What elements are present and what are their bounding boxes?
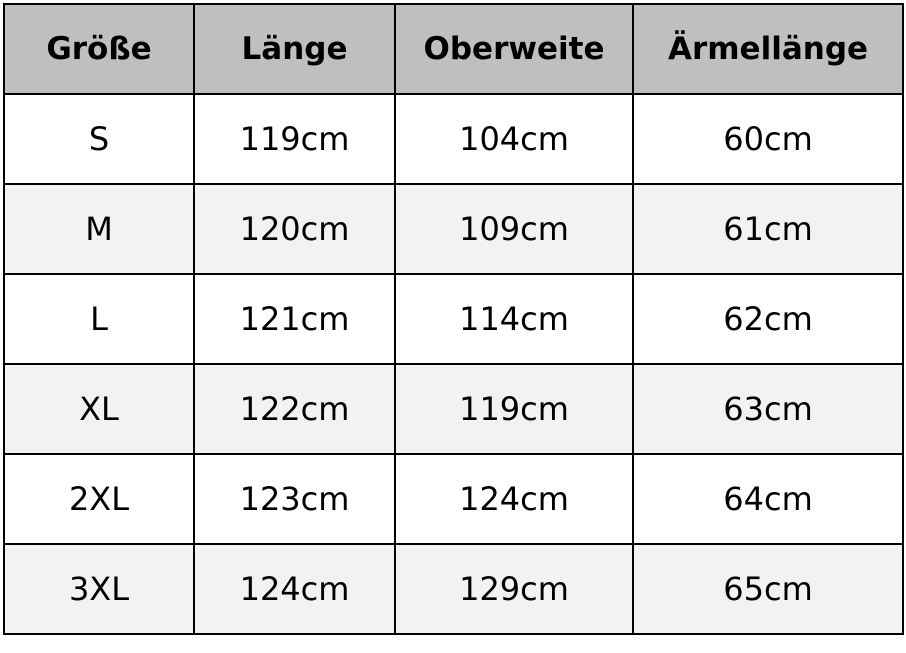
cell-chest: 119cm: [394, 363, 634, 455]
cell-chest: 114cm: [394, 273, 634, 365]
cell-sleeve-length: 63cm: [632, 363, 904, 455]
cell-sleeve-length: 64cm: [632, 453, 904, 545]
header-length: Länge: [193, 3, 396, 95]
cell-length: 123cm: [193, 453, 396, 545]
cell-length: 122cm: [193, 363, 396, 455]
cell-size: S: [3, 93, 195, 185]
cell-length: 124cm: [193, 543, 396, 635]
header-row: Größe Länge Oberweite Ärmellänge: [3, 3, 904, 95]
cell-size: XL: [3, 363, 195, 455]
cell-size: L: [3, 273, 195, 365]
size-chart-table: Größe Länge Oberweite Ärmellänge S 119cm 1…: [3, 3, 904, 635]
cell-sleeve-length: 62cm: [632, 273, 904, 365]
cell-chest: 104cm: [394, 93, 634, 185]
table-row: L 121cm 114cm 62cm: [3, 273, 904, 365]
cell-chest: 124cm: [394, 453, 634, 545]
header-sleeve-length: Ärmellänge: [632, 3, 904, 95]
table-row: 2XL 123cm 124cm 64cm: [3, 453, 904, 545]
header-chest: Oberweite: [394, 3, 634, 95]
cell-sleeve-length: 61cm: [632, 183, 904, 275]
table-row: S 119cm 104cm 60cm: [3, 93, 904, 185]
cell-sleeve-length: 65cm: [632, 543, 904, 635]
cell-length: 121cm: [193, 273, 396, 365]
table-row: M 120cm 109cm 61cm: [3, 183, 904, 275]
cell-chest: 129cm: [394, 543, 634, 635]
cell-size: 3XL: [3, 543, 195, 635]
cell-size: M: [3, 183, 195, 275]
cell-length: 119cm: [193, 93, 396, 185]
header-size: Größe: [3, 3, 195, 95]
cell-sleeve-length: 60cm: [632, 93, 904, 185]
cell-size: 2XL: [3, 453, 195, 545]
cell-length: 120cm: [193, 183, 396, 275]
table-row: 3XL 124cm 129cm 65cm: [3, 543, 904, 635]
cell-chest: 109cm: [394, 183, 634, 275]
table-row: XL 122cm 119cm 63cm: [3, 363, 904, 455]
